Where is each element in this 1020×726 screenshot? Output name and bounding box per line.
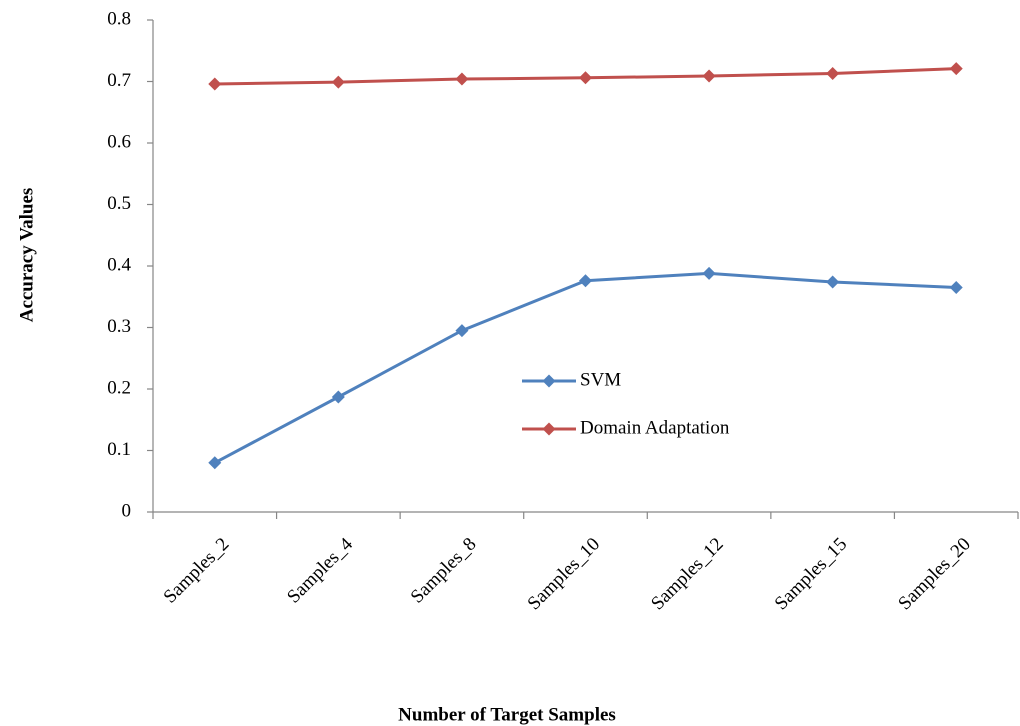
data-point <box>702 69 716 83</box>
data-point <box>455 72 469 86</box>
x-tick-label: Samples_12 <box>647 534 728 615</box>
legend-marker <box>542 374 556 388</box>
legend-label: Domain Adaptation <box>580 417 730 438</box>
x-tick-label: Samples_4 <box>283 533 357 607</box>
legend-marker <box>542 422 556 436</box>
y-tick-label: 0.8 <box>107 8 131 29</box>
data-point <box>702 266 716 280</box>
x-tick-label: Samples_2 <box>160 534 234 608</box>
y-tick-label: 0.5 <box>107 193 131 214</box>
data-point <box>208 456 222 470</box>
data-point <box>579 71 592 85</box>
legend-label: SVM <box>580 369 621 390</box>
y-tick-label: 0.4 <box>107 254 131 275</box>
x-tick-label: Samples_10 <box>524 534 605 615</box>
y-tick-label: 0.2 <box>107 377 131 398</box>
y-axis-label: Accuracy Values <box>16 188 37 323</box>
data-point <box>455 324 469 338</box>
data-point <box>826 67 840 81</box>
y-tick-label: 0.1 <box>107 439 131 460</box>
y-tick-label: 0.3 <box>107 316 131 337</box>
x-tick-label: Samples_15 <box>771 534 852 615</box>
data-point <box>826 275 840 289</box>
data-point <box>331 75 345 89</box>
data-point <box>949 62 963 76</box>
x-tick-label: Samples_20 <box>894 534 975 615</box>
x-axis-label: Number of Target Samples <box>398 704 616 725</box>
x-tick-label: Samples_8 <box>407 534 481 608</box>
y-tick-label: 0 <box>122 500 132 521</box>
data-point <box>949 281 963 295</box>
data-point <box>331 390 345 404</box>
y-tick-label: 0.7 <box>107 70 131 91</box>
data-point <box>208 77 222 91</box>
data-point <box>579 274 592 288</box>
y-tick-label: 0.6 <box>107 131 131 152</box>
